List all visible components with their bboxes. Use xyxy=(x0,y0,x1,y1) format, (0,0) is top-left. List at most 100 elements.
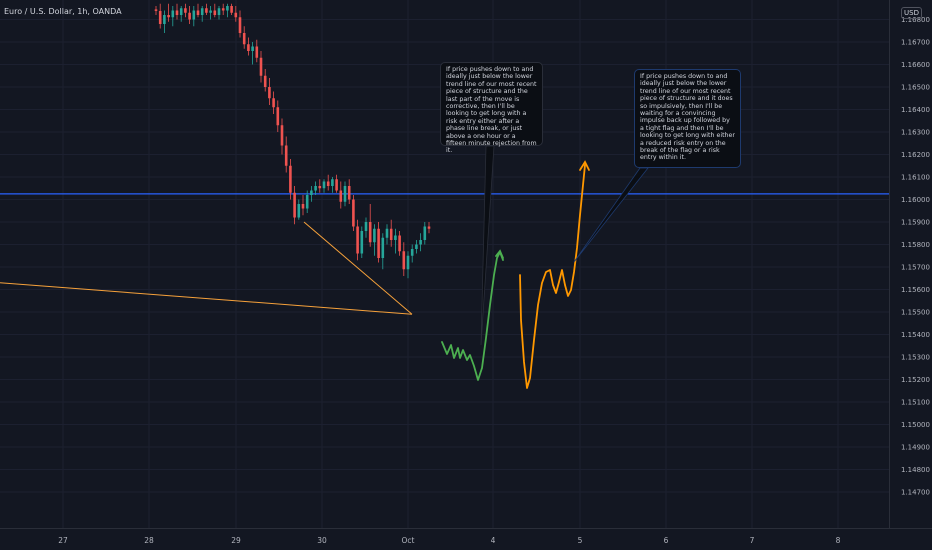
projection-green-path xyxy=(441,251,504,381)
candle-body xyxy=(242,33,246,45)
candle xyxy=(360,226,364,258)
candle-body xyxy=(247,44,250,51)
candle-body xyxy=(406,255,410,270)
candle-body xyxy=(217,8,221,15)
candle-body xyxy=(335,179,338,191)
candle-body xyxy=(255,46,259,58)
time-tick-label: 30 xyxy=(317,536,327,545)
time-tick-label: 5 xyxy=(578,536,583,545)
trend-line-0[interactable] xyxy=(0,282,413,315)
candle-body xyxy=(171,10,175,18)
candle-body xyxy=(343,186,347,202)
time-tick-label: Oct xyxy=(402,536,415,545)
price-tick-label: 1.16300 xyxy=(901,129,930,137)
candle xyxy=(196,3,200,18)
candle-body xyxy=(314,186,317,191)
candle-body xyxy=(280,125,284,146)
candle-body xyxy=(276,107,280,126)
grid xyxy=(0,0,889,528)
candle xyxy=(347,179,351,204)
candle xyxy=(310,186,313,202)
projection-orange-arrowhead xyxy=(579,160,590,171)
candle-body xyxy=(347,186,351,200)
candle-body xyxy=(360,231,364,254)
candle-body xyxy=(284,145,288,166)
candle-body xyxy=(339,190,343,202)
candle xyxy=(343,181,347,207)
candle xyxy=(251,42,254,65)
price-tick-label: 1.16500 xyxy=(901,84,930,92)
time-axis-labels: 27 28 29 30 Oct 4 5 6 7 8 xyxy=(58,536,840,545)
note-left[interactable]: If price pushes down to and ideally just… xyxy=(440,62,543,154)
time-tick-label: 27 xyxy=(58,536,68,545)
candle xyxy=(179,6,183,22)
candle xyxy=(280,118,284,155)
candle xyxy=(335,174,338,193)
candle xyxy=(263,69,267,92)
note-right[interactable]: If price pushes down to and ideally just… xyxy=(634,69,741,168)
time-tick-label: 7 xyxy=(750,536,755,545)
candle-body xyxy=(196,10,200,15)
candle xyxy=(293,186,296,225)
candle xyxy=(368,204,372,247)
candle xyxy=(377,222,380,263)
candle xyxy=(167,3,170,22)
candle-body xyxy=(415,244,418,249)
candle xyxy=(423,222,427,245)
candle-body xyxy=(331,179,334,186)
candle-body xyxy=(184,8,187,13)
candle-body xyxy=(368,222,372,243)
candle xyxy=(268,78,271,105)
currency-badge[interactable]: USD xyxy=(901,7,922,19)
candle-body xyxy=(305,195,309,209)
candle-body xyxy=(230,6,233,13)
candle-body xyxy=(205,8,208,13)
candle xyxy=(331,177,334,193)
price-tick-label: 1.14900 xyxy=(901,444,930,452)
price-tick-label: 1.16100 xyxy=(901,174,930,182)
trend-line-layer xyxy=(0,221,413,315)
price-tick-label: 1.16400 xyxy=(901,106,930,114)
projections xyxy=(441,145,649,389)
price-tick-label: 1.15200 xyxy=(901,376,930,384)
candle xyxy=(213,3,217,18)
candle-body xyxy=(289,165,292,193)
candle-body xyxy=(326,181,330,186)
candle xyxy=(154,6,158,15)
candle-body xyxy=(188,12,191,20)
candle xyxy=(389,219,393,247)
candle-body xyxy=(200,8,204,15)
price-axis-panel xyxy=(890,0,932,550)
time-tick-label: 6 xyxy=(664,536,669,545)
candle xyxy=(234,6,238,22)
price-tick-label: 1.15800 xyxy=(901,241,930,249)
candle xyxy=(238,10,242,38)
candle-body xyxy=(402,251,406,270)
candle xyxy=(339,181,343,209)
trend-line-1[interactable] xyxy=(303,221,413,315)
candle-body xyxy=(226,6,229,11)
price-tick-label: 1.16800 xyxy=(901,16,930,24)
note-right-pointer xyxy=(573,167,649,263)
candle xyxy=(394,228,397,254)
candle-body xyxy=(272,98,275,108)
candle xyxy=(175,3,179,20)
candle xyxy=(272,91,275,114)
price-tick-label: 1.16200 xyxy=(901,151,930,159)
candle xyxy=(364,217,368,238)
candle xyxy=(427,222,431,234)
time-tick-label: 8 xyxy=(836,536,841,545)
candle xyxy=(209,6,212,20)
candle xyxy=(276,100,280,132)
candle xyxy=(255,39,259,63)
candle-body xyxy=(318,186,322,189)
candle xyxy=(200,6,204,22)
price-tick-label: 1.16700 xyxy=(901,39,930,47)
candle xyxy=(230,3,233,15)
candle xyxy=(158,3,162,29)
candle xyxy=(381,233,385,270)
candle xyxy=(242,26,246,49)
time-tick-label: 29 xyxy=(231,536,241,545)
